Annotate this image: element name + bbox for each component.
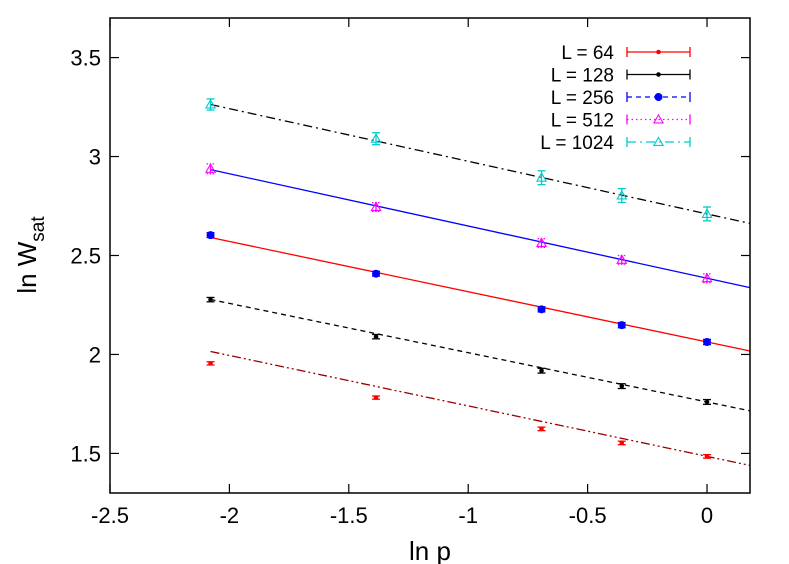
data-point [372, 269, 381, 278]
data-point [704, 399, 710, 405]
series [206, 361, 712, 459]
legend-item: L = 128 [551, 66, 691, 87]
data-point [370, 201, 382, 212]
x-tick-label: -1.5 [330, 503, 368, 528]
data-point [204, 163, 217, 173]
data-point [535, 172, 548, 182]
axis-ticks: -2.5 -2 -1.5 -1 -0.5 0 1.5 2 2.5 3 3.5 [70, 18, 750, 528]
data-point [703, 337, 712, 346]
data-point [535, 237, 548, 248]
legend-item: L = 64 [561, 43, 691, 64]
legend-label: L = 1024 [540, 133, 614, 154]
fit-line [210, 168, 751, 289]
x-tick-label: -1 [458, 503, 478, 528]
series [204, 98, 713, 222]
data-point [704, 454, 710, 459]
data-point [619, 440, 625, 446]
data-point [208, 361, 213, 366]
series [206, 231, 712, 346]
data-point [616, 254, 628, 264]
data-point [206, 231, 215, 240]
data-point [701, 272, 713, 283]
fit-line [210, 350, 751, 467]
legend-label: L = 128 [551, 66, 614, 87]
data-series [204, 98, 713, 459]
data-point [539, 368, 544, 373]
y-tick-label: 2 [89, 342, 101, 367]
y-tick-label: 3.5 [70, 46, 101, 71]
legend-item: L = 1024 [540, 133, 691, 154]
legend-label: L = 64 [561, 43, 614, 64]
data-point [373, 395, 379, 400]
data-point [373, 334, 379, 339]
fit-lines [210, 103, 751, 467]
data-point [616, 189, 628, 200]
legend-label: L = 256 [551, 88, 614, 109]
data-point [701, 208, 713, 218]
data-point [656, 49, 661, 55]
data-point [654, 93, 663, 101]
x-tick-label: -0.5 [569, 503, 607, 528]
y-tick-label: 1.5 [70, 441, 101, 466]
x-axis-label: ln p [409, 536, 451, 564]
data-point [208, 297, 213, 302]
legend-label: L = 512 [551, 111, 614, 132]
fit-line [210, 298, 751, 412]
fit-line [210, 236, 751, 352]
legend-item: L = 512 [551, 111, 691, 132]
series [204, 163, 713, 284]
legend-item: L = 256 [551, 88, 691, 109]
y-axis-label: ln Wsat [12, 216, 49, 294]
y-axis-label-main: ln W [12, 241, 42, 293]
data-point [652, 113, 665, 124]
series [206, 296, 712, 405]
data-point [204, 98, 217, 109]
data-point [539, 426, 544, 432]
fit-line [210, 103, 751, 225]
data-point [652, 136, 665, 146]
data-point [617, 321, 626, 330]
x-tick-label: -2.5 [91, 503, 129, 528]
y-tick-label: 3 [89, 145, 101, 170]
y-axis-label-subscript: sat [28, 216, 49, 242]
data-point [537, 305, 546, 314]
data-point [656, 72, 661, 77]
x-tick-label: 0 [701, 503, 713, 528]
plot-frame [109, 17, 751, 494]
x-tick-label: -2 [220, 503, 240, 528]
data-point [619, 383, 625, 389]
data-point [370, 133, 382, 143]
y-tick-label: 2.5 [70, 244, 101, 269]
